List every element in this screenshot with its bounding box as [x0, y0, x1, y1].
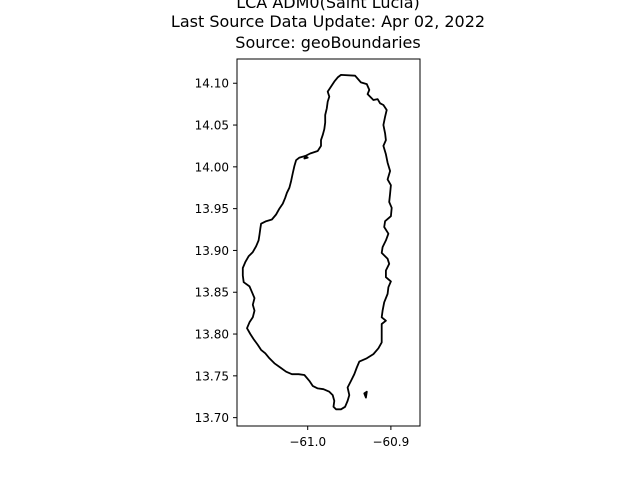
map-layer: [241, 74, 393, 411]
y-tick-label-2: 13.80: [195, 328, 229, 342]
y-tick-label-6: 14.00: [195, 160, 229, 174]
y-tick-label-4: 13.90: [195, 244, 229, 258]
y-tick-label-5: 13.95: [195, 202, 229, 216]
map-title-line-3: Source: geoBoundaries: [235, 33, 420, 52]
y-axis: 13.70 13.75 13.80 13.85 13.90 13.95 14.00 14.05…: [195, 77, 237, 425]
map-title-line-1: LCA ADM0(Saint Lucia): [236, 0, 420, 12]
country-boundary: [241, 74, 393, 411]
map-title-line-2: Last Source Data Update: Apr 02, 2022: [171, 12, 485, 31]
y-tick-label-7: 14.05: [195, 119, 229, 133]
plot-area: −61.0 −60.9 13.70 13.75 13.80 13.85 13.90 13.9…: [195, 58, 421, 449]
x-tick-label-0: −61.0: [289, 435, 326, 449]
y-tick-label-3: 13.85: [195, 286, 229, 300]
x-tick-label-1: −60.9: [372, 435, 409, 449]
axes-frame: [236, 58, 421, 427]
y-tick-label-0: 13.70: [195, 411, 229, 425]
islet-boundary-1: [303, 155, 309, 160]
y-tick-label-1: 13.75: [195, 369, 229, 383]
x-axis: −61.0 −60.9: [289, 426, 409, 449]
y-tick-label-8: 14.10: [195, 77, 229, 91]
islet-boundary-0: [363, 390, 368, 399]
